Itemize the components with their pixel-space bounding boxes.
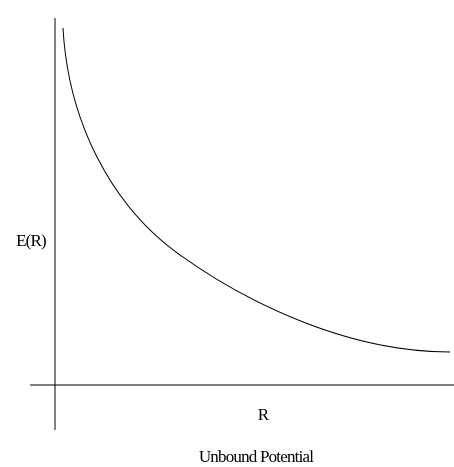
caption: Unbound Potential [199,447,314,466]
y-axis-label: E(R) [16,231,46,250]
x-axis-label: R [258,405,270,424]
potential-curve [62,27,451,353]
